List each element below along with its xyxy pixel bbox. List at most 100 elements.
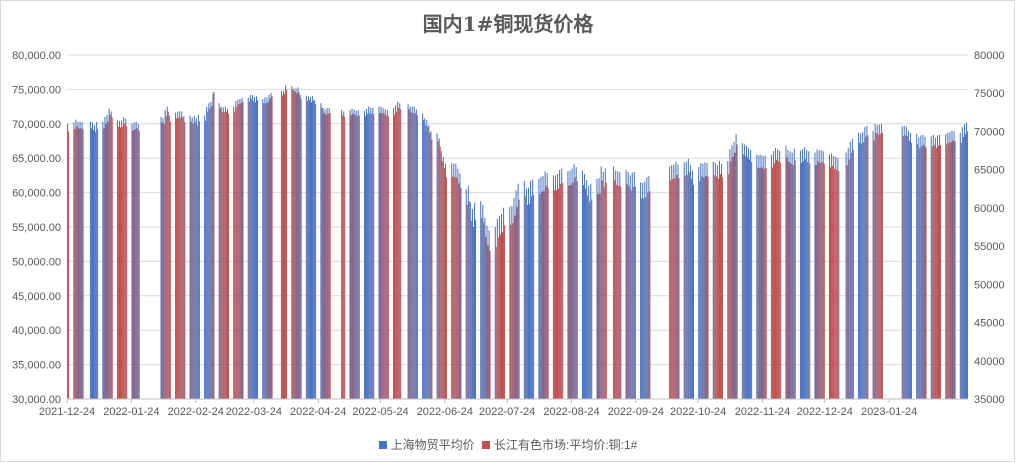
bar-series-2 [120,127,122,399]
bar-series-2 [431,139,433,399]
bar-series-1 [835,156,837,399]
bar-series-2 [707,176,709,399]
bar-series-1 [370,107,372,399]
bar-series-1 [395,105,397,399]
bar-series-1 [799,150,801,399]
y-right-tick-label: 55000 [974,241,1005,253]
legend-item-series-2[interactable]: 长江有色市场:平均价:铜:1# [482,436,637,453]
bar-series-1 [557,174,559,399]
bar-series-1 [677,164,679,399]
bar-series-2 [182,117,184,399]
bar-series-2 [425,125,427,399]
bar-series-2 [176,118,178,400]
bar-series-2 [364,116,366,400]
bar-series-2 [601,180,603,399]
bar-series-2 [483,222,485,399]
bar-series-1 [341,110,343,399]
bar-series-2 [223,112,225,399]
bar-series-1 [901,126,903,399]
bar-series-2 [817,161,819,399]
bar-series-2 [209,108,211,399]
x-tick-label: 2022-10-24 [670,406,726,418]
bar-series-1 [121,120,123,400]
bar-series-2 [248,101,250,400]
bar-series-1 [251,94,253,400]
bar-series-1 [718,160,720,399]
bar-series-1 [530,180,532,399]
bar-series-1 [629,175,631,399]
bar-series-1 [691,170,693,399]
bar-series-2 [315,103,317,400]
bar-series-1 [845,152,847,399]
bar-series-2 [454,177,456,399]
bar-series-1 [498,215,500,399]
x-tick-label: 2022-04-24 [290,406,346,418]
bar-series-1 [266,96,268,399]
bar-series-1 [673,164,675,399]
bar-series-2 [699,181,701,399]
bar-series-2 [803,161,805,399]
bar-series-1 [700,163,702,399]
bar-series-1 [249,94,251,400]
bar-series-2 [234,111,236,400]
bar-series-1 [293,88,295,399]
bar-series-2 [475,220,477,399]
bar-series-1 [909,132,911,399]
y-left-tick-label: 30,000.00 [12,394,61,406]
bar-series-1 [532,179,534,399]
bar-series-1 [669,166,671,399]
bar-series-1 [515,190,517,399]
bar-series-1 [513,198,515,399]
bar-series-2 [379,113,381,399]
bar-series-2 [545,185,547,399]
bar-series-1 [393,107,395,399]
bar-series-2 [792,165,794,399]
bar-series-2 [468,201,470,399]
bar-series-1 [75,119,77,399]
bar-series-1 [575,167,577,399]
bar-series-2 [504,225,506,399]
bar-series-1 [642,182,644,399]
bar-series-1 [253,96,255,399]
bar-series-1 [804,147,806,399]
bar-series-2 [732,156,734,399]
bar-series-1 [808,151,810,399]
bar-series-1 [349,110,351,399]
bar-series-1 [704,162,706,399]
bar-series-1 [546,173,548,399]
bar-series-1 [571,168,573,399]
legend-item-series-1[interactable]: 上海物贸平均价 [378,436,475,453]
bar-series-2 [946,144,948,399]
bar-series-1 [164,110,166,399]
bar-series-1 [73,122,75,399]
bar-series-2 [935,148,937,399]
bar-series-2 [238,103,240,400]
bar-series-2 [97,129,99,399]
bar-series-2 [263,103,265,399]
bar-series-2 [252,100,254,399]
bar-series-1 [880,123,882,400]
bar-series-2 [466,204,468,399]
legend-label-series-2: 长江有色市场:平均价:铜:1# [494,438,638,452]
bar-series-2 [547,188,549,399]
bar-series-2 [489,250,491,399]
bar-series-1 [108,108,110,399]
bar-series-1 [648,176,650,399]
bar-series-1 [285,85,287,399]
bar-series-2 [649,191,651,399]
bar-series-2 [821,162,823,399]
bar-series-1 [102,121,104,400]
bar-series-2 [219,107,221,399]
bar-series-2 [414,113,416,399]
bar-series-2 [126,126,128,400]
bar-series-1 [750,149,752,399]
y-right-tick-label: 80000 [974,50,1005,62]
bar-series-1 [517,183,519,399]
bar-series-2 [701,176,703,399]
bar-series-1 [640,182,642,399]
bar-series-1 [305,95,307,399]
bar-series-1 [791,152,793,399]
bar-series-2 [371,113,373,400]
bar-series-2 [93,129,95,399]
bar-series-2 [690,178,692,399]
